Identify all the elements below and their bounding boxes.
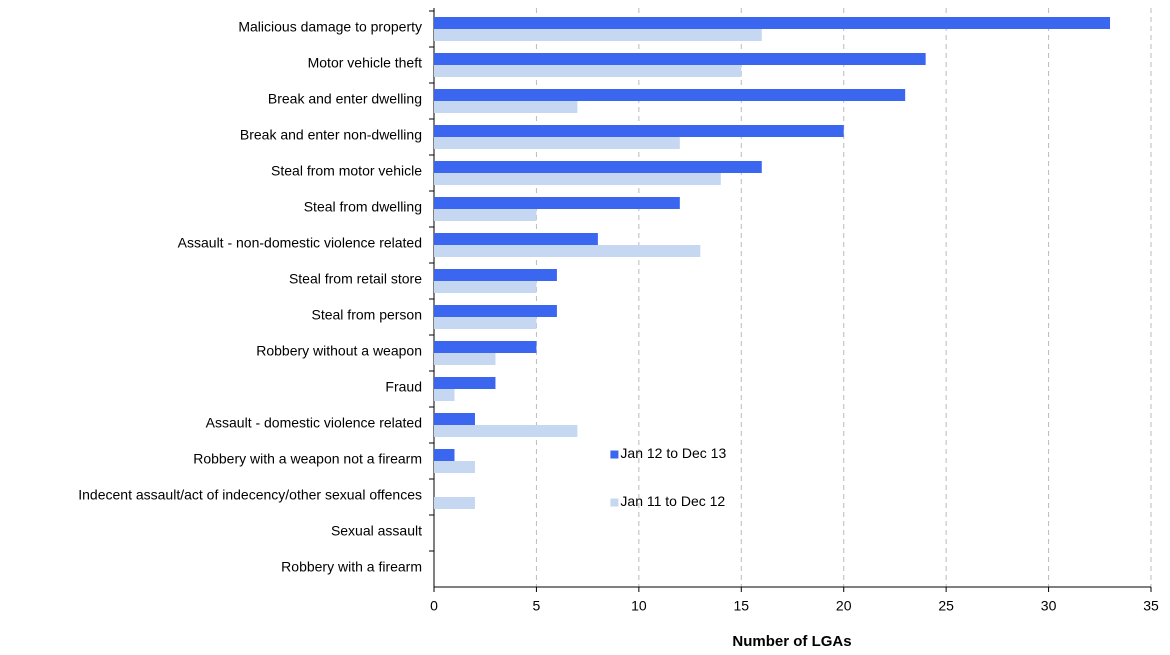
bar	[434, 161, 762, 173]
y-tick-label: Break and enter dwelling	[268, 91, 422, 107]
x-axis-title: Number of LGAs	[732, 633, 851, 650]
x-tick-label: 5	[533, 598, 541, 614]
y-tick-label: Assault - domestic violence related	[206, 415, 422, 431]
x-tick-label: 10	[631, 598, 647, 614]
bar	[434, 197, 680, 209]
bar	[434, 389, 455, 401]
y-tick-label: Robbery without a weapon	[256, 343, 422, 359]
bar	[434, 53, 926, 65]
y-tick-label: Fraud	[385, 379, 422, 395]
bar	[434, 341, 537, 353]
bar	[434, 449, 455, 461]
bar	[434, 317, 537, 329]
x-tick-label: 35	[1143, 598, 1159, 614]
x-tick-label: 25	[938, 598, 954, 614]
y-tick-label: Break and enter non-dwelling	[240, 127, 422, 143]
bar	[434, 497, 475, 509]
x-tick-label: 15	[733, 598, 749, 614]
y-tick-label: Steal from dwelling	[304, 199, 422, 215]
legend-label: Jan 12 to Dec 13	[620, 445, 726, 461]
bar	[434, 209, 537, 221]
legend-swatch	[610, 498, 619, 507]
legend-swatch	[610, 450, 619, 459]
bar	[434, 125, 844, 137]
y-tick-label: Malicious damage to property	[238, 19, 422, 35]
bar	[434, 65, 742, 77]
y-tick-label: Robbery with a weapon not a firearm	[193, 451, 422, 467]
y-tick-label: Sexual assault	[331, 523, 422, 539]
bar	[434, 305, 557, 317]
bar	[434, 89, 906, 101]
y-tick-label: Assault - non-domestic violence related	[178, 235, 422, 251]
bar	[434, 425, 578, 437]
y-tick-label: Steal from retail store	[289, 271, 422, 287]
legend-label: Jan 11 to Dec 12	[620, 493, 725, 509]
y-tick-label: Steal from motor vehicle	[271, 163, 422, 179]
bar	[434, 413, 475, 425]
bar	[434, 173, 721, 185]
bar	[434, 269, 557, 281]
bar	[434, 461, 475, 473]
bar	[434, 233, 598, 245]
x-tick-label: 20	[836, 598, 852, 614]
x-tick-label: 30	[1041, 598, 1057, 614]
bar	[434, 17, 1111, 29]
bar	[434, 353, 496, 365]
bar	[434, 281, 537, 293]
bar	[434, 245, 701, 257]
x-tick-label: 0	[430, 598, 438, 614]
y-tick-label: Indecent assault/act of indecency/other …	[78, 487, 422, 503]
y-tick-label: Steal from person	[312, 307, 423, 323]
y-tick-label: Motor vehicle theft	[308, 55, 422, 71]
bar	[434, 377, 496, 389]
bar	[434, 101, 578, 113]
y-tick-label: Robbery with a firearm	[281, 559, 422, 575]
bar	[434, 137, 680, 149]
bar	[434, 29, 762, 41]
